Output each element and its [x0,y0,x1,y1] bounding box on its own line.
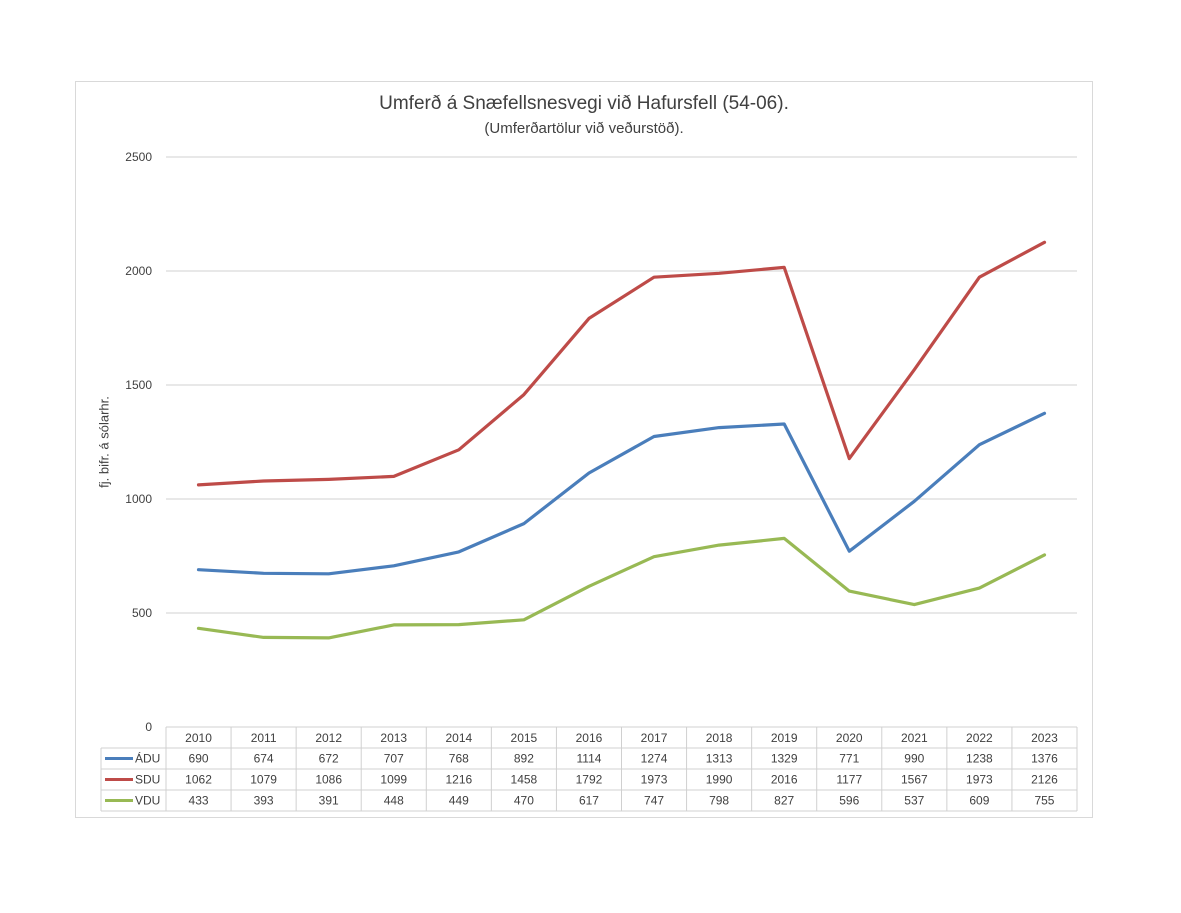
x-tick-label: 2018 [706,731,733,745]
data-table-value: 1990 [706,773,733,787]
data-table-value: 768 [449,752,469,766]
y-tick-label: 1500 [125,378,152,392]
x-tick-label: 2011 [251,731,277,745]
series-line-vdu [196,536,1047,640]
x-tick-label: 2020 [836,731,863,745]
data-table-value: 2016 [771,773,798,787]
x-tick-label: 2015 [511,731,538,745]
data-table-value: 672 [319,752,339,766]
data-table-value: 391 [319,794,339,808]
x-tick-label: 2021 [901,731,928,745]
chart-frame [75,81,1093,818]
x-tick-label: 2016 [576,731,603,745]
data-table-value: 433 [189,794,209,808]
data-table-value: 448 [384,794,404,808]
data-table-value: 1458 [511,773,538,787]
data-table-value: 690 [189,752,209,766]
data-table-value: 827 [774,794,794,808]
series-line-ádu [196,411,1047,576]
data-table-value: 1177 [836,773,862,787]
series-line-sdu [196,240,1047,487]
data-table-value: 798 [709,794,729,808]
data-table-value: 609 [969,794,989,808]
chart-title: Umferð á Snæfellsnesvegi við Hafursfell … [379,93,789,114]
data-table-value: 755 [1034,794,1054,808]
data-table-value: 1274 [641,752,668,766]
legend-label: VDU [135,794,160,808]
data-table-value: 1973 [641,773,668,787]
x-tick-label: 2013 [380,731,407,745]
data-table-value: 1792 [576,773,603,787]
data-table-value: 674 [254,752,274,766]
data-table-value: 596 [839,794,859,808]
data-table-value: 617 [579,794,599,808]
data-table-value: 449 [449,794,469,808]
data-table-value: 1216 [445,773,472,787]
data-table-value: 1062 [185,773,212,787]
y-tick-label: 2500 [125,150,152,164]
x-tick-label: 2014 [445,731,472,745]
data-table-value: 1376 [1031,752,1058,766]
data-table-value: 990 [904,752,924,766]
data-table-value: 537 [904,794,924,808]
y-tick-label: 500 [132,606,152,620]
x-tick-label: 2017 [641,731,668,745]
data-table-value: 1329 [771,752,798,766]
data-table-value: 707 [384,752,404,766]
data-table-value: 1973 [966,773,993,787]
chart-subtitle: (Umferðartölur við veðurstöð). [484,120,684,137]
x-tick-label: 2022 [966,731,993,745]
data-table-value: 470 [514,794,534,808]
data-table-value: 771 [839,752,859,766]
x-tick-label: 2023 [1031,731,1058,745]
x-tick-label: 2012 [315,731,342,745]
legend-label: ÁDU [135,751,160,766]
data-table-value: 1099 [380,773,407,787]
y-tick-label: 1000 [125,492,152,506]
y-tick-label: 2000 [125,264,152,278]
data-table-value: 1313 [706,752,733,766]
x-tick-label: 2010 [185,731,212,745]
data-table-value: 747 [644,794,664,808]
data-table-value: 1567 [901,773,928,787]
data-table-value: 1238 [966,752,993,766]
data-table-value: 2126 [1031,773,1058,787]
data-table-value: 1114 [577,752,602,766]
x-tick-label: 2019 [771,731,798,745]
y-tick-label: 0 [145,720,152,734]
legend-label: SDU [135,773,160,787]
data-table-value: 892 [514,752,534,766]
data-table-value: 393 [254,794,274,808]
data-table-value: 1079 [250,773,277,787]
data-table-value: 1086 [315,773,342,787]
